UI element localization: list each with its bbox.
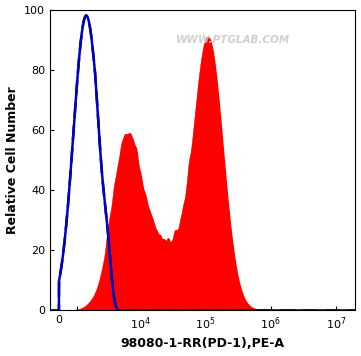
Text: WWW.PTGLAB.COM: WWW.PTGLAB.COM [176,35,290,44]
X-axis label: 98080-1-RR(PD-1),PE-A: 98080-1-RR(PD-1),PE-A [121,337,285,350]
Y-axis label: Relative Cell Number: Relative Cell Number [5,86,18,234]
